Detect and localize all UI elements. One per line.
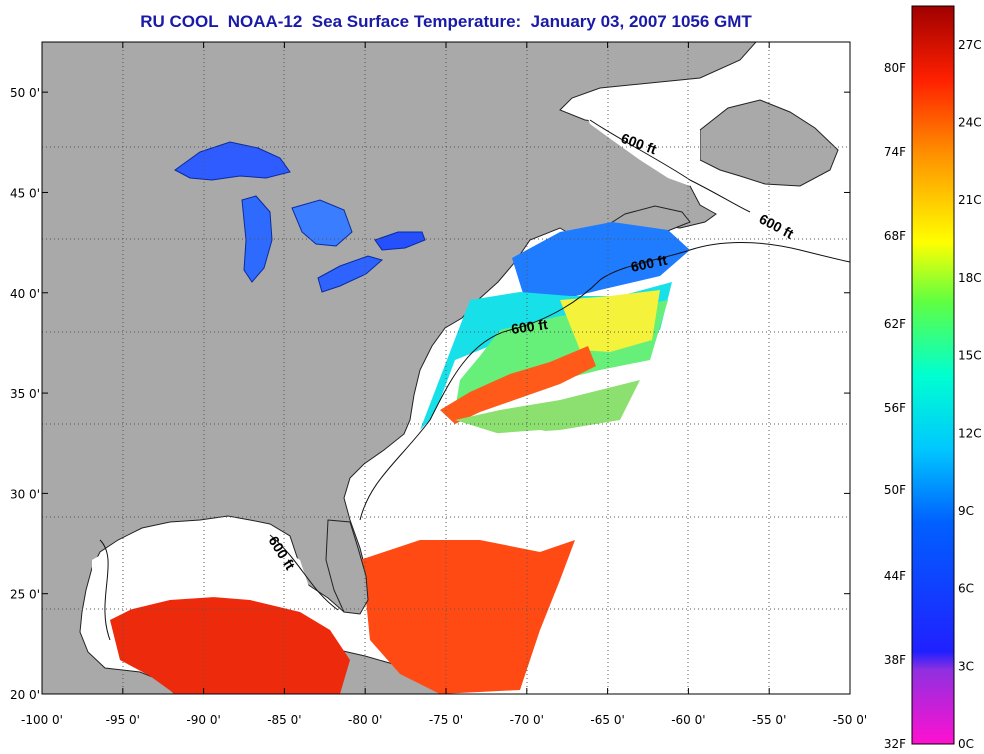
lat-tick-label: 25 0' [10,588,40,602]
cloud-south-atlantic [350,430,620,548]
lon-tick-label: -95 0' [106,713,140,727]
sst-bahamas-warm [360,540,575,694]
depth-label-scotian-shelf: 600 ft [629,252,668,275]
lon-tick-label: -50 0' [833,713,867,727]
colorbar-f-label: 32F [884,737,906,751]
colorbar-f-label: 50F [884,483,906,497]
lon-tick-label: -65 0' [590,713,624,727]
map-grid [42,42,850,694]
colorbar-c-label: 21C [958,193,982,207]
lon-tick-label: -90 0' [186,713,220,727]
depth-label-mid-atlantic: 600 ft [510,316,549,337]
sst-gulf-stream [440,346,596,424]
map-title: RU COOL NOAA-12 Sea Surface Temperature:… [140,12,752,31]
lon-tick-label: -80 0' [348,713,382,727]
colorbar-c-label: 15C [958,349,982,363]
colorbar-c-label: 24C [958,116,982,130]
sst-yellow-band [560,290,660,352]
longitude-axis: -100 0' -95 0' -90 0' -85 0' -80 0' -75 0' -70… [21,42,867,727]
lake-erie [317,255,384,293]
colorbar-f-label: 44F [884,569,906,583]
lake-michigan [241,195,273,283]
colorbar-c-label: 6C [958,582,974,596]
colorbar-f-label: 38F [884,653,906,667]
colorbar-f-label: 74F [884,145,906,159]
colorbar-c-label: 0C [958,737,974,751]
lon-tick-label: -70 0' [510,713,544,727]
lake-ontario [374,231,426,251]
colorbar-f-label: 80F [884,61,906,75]
cloud-gulf-of-mexico [92,528,310,612]
lat-tick-label: 45 0' [10,186,40,200]
lon-tick-label: -60 0' [671,713,705,727]
colorbar-c-label: 18C [958,271,982,285]
lon-tick-label: -75 0' [429,713,463,727]
colorbar-c-label: 9C [958,504,974,518]
colorbar-celsius-labels: 27C 24C 21C 18C 15C 12C 9C 6C 3C 0C [958,38,982,751]
lat-tick-label: 30 0' [10,487,40,501]
colorbar-f-label: 56F [884,401,906,415]
lat-tick-label: 35 0' [10,387,40,401]
lat-tick-label: 20 0' [10,688,40,702]
sst-gulf-of-mexico-warm [110,596,350,694]
lake-huron [291,199,353,247]
lat-tick-label: 50 0' [10,86,40,100]
latitude-axis: 20 0' 25 0' 30 0' 35 0' 40 0' 45 0' 50 0' [10,86,850,702]
colorbar [911,5,955,745]
sst-cold-shelf [512,222,690,300]
colorbar-f-label: 62F [884,317,906,331]
cloud-gulf-st-lawrence [582,96,700,186]
colorbar-c-label: 27C [958,38,982,52]
colorbar-c-label: 12C [958,426,982,440]
colorbar-c-label: 3C [958,659,974,673]
lon-tick-label: -85 0' [267,713,301,727]
depth-contour-600ft [99,119,850,641]
lat-tick-label: 40 0' [10,287,40,301]
sst-offshore-green [455,380,640,434]
land-florida [325,519,369,615]
lon-tick-label: -55 0' [752,713,786,727]
colorbar-f-label: 68F [884,229,906,243]
colorbar-fahrenheit-labels: 80F 74F 68F 62F 56F 50F 44F 38F 32F [884,61,906,751]
lon-tick-label: -100 0' [21,713,63,727]
